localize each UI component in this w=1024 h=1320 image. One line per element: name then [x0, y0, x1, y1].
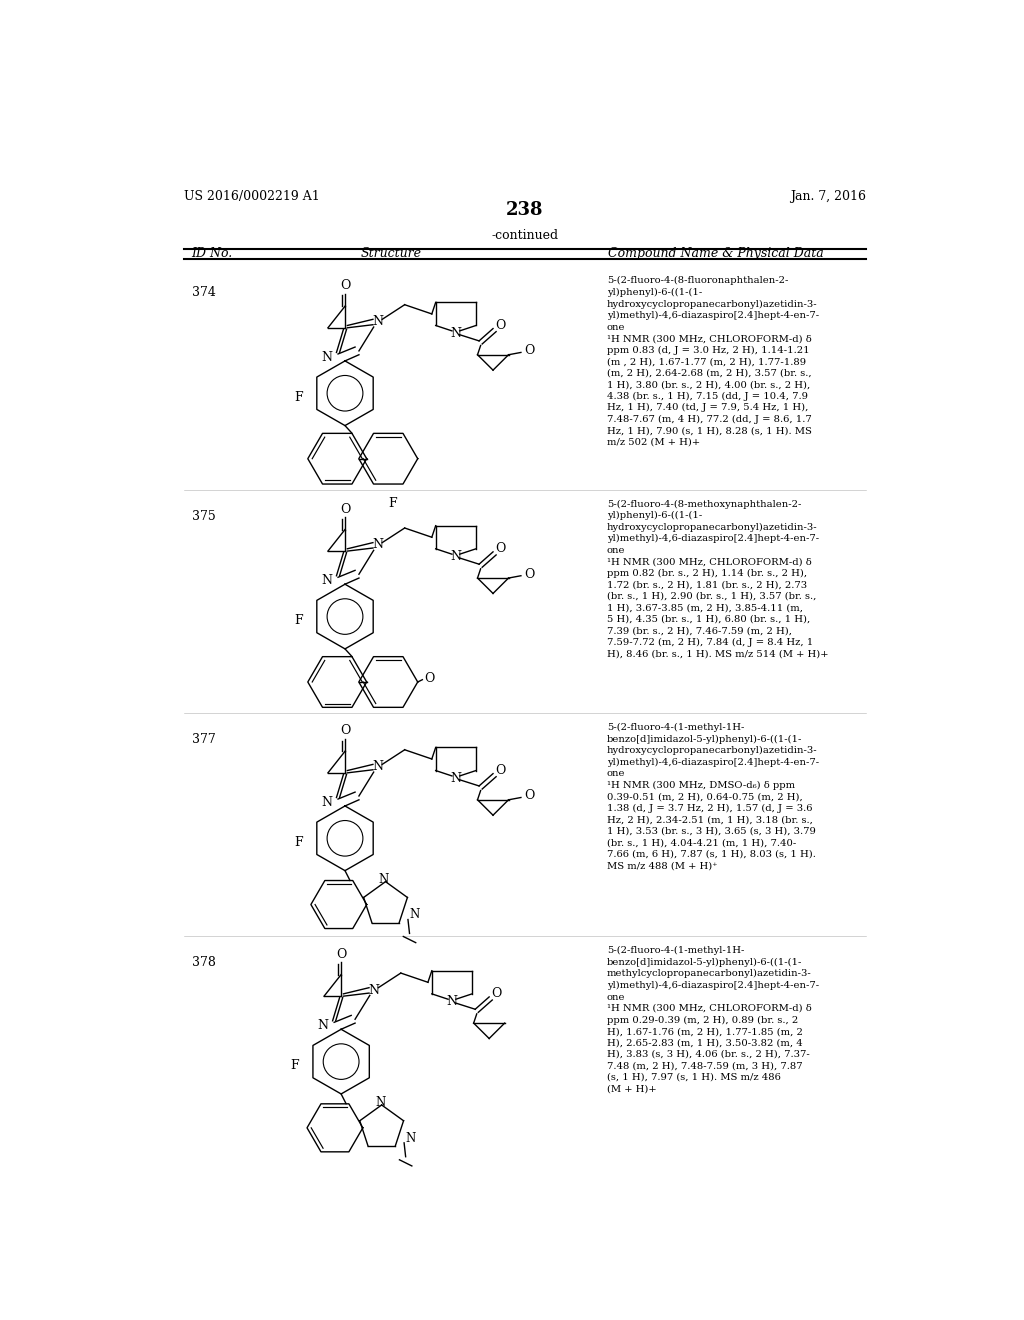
Text: O: O [336, 948, 346, 961]
Text: N: N [379, 873, 389, 886]
Text: O: O [340, 503, 350, 516]
Text: O: O [496, 543, 506, 556]
Text: O: O [340, 725, 350, 738]
Text: N: N [322, 796, 333, 809]
Text: N: N [372, 539, 383, 552]
Text: 378: 378 [191, 956, 215, 969]
Text: ID No.: ID No. [191, 247, 232, 260]
Text: N: N [372, 760, 383, 774]
Text: O: O [496, 319, 506, 333]
Text: Compound Name & Physical Data: Compound Name & Physical Data [608, 247, 824, 260]
Text: O: O [340, 280, 350, 293]
Text: 377: 377 [191, 733, 215, 746]
Text: F: F [295, 391, 303, 404]
Text: N: N [406, 1131, 416, 1144]
Text: O: O [496, 764, 506, 777]
Text: Structure: Structure [361, 247, 422, 260]
Text: F: F [295, 836, 303, 849]
Text: O: O [524, 345, 535, 358]
Text: US 2016/0002219 A1: US 2016/0002219 A1 [183, 190, 319, 203]
Text: O: O [492, 987, 502, 1001]
Text: O: O [424, 672, 434, 685]
Text: F: F [291, 1059, 299, 1072]
Text: N: N [451, 550, 462, 564]
Text: 375: 375 [191, 510, 215, 523]
Text: 5-(2-fluoro-4-(1-methyl-1H-
benzo[d]imidazol-5-yl)phenyl)-6-((1-(1-
hydroxycyclo: 5-(2-fluoro-4-(1-methyl-1H- benzo[d]imid… [607, 723, 819, 870]
Text: N: N [446, 995, 458, 1008]
Text: 5-(2-fluoro-4-(8-fluoronaphthalen-2-
yl)phenyl)-6-((1-(1-
hydroxycyclopropanecar: 5-(2-fluoro-4-(8-fluoronaphthalen-2- yl)… [607, 276, 819, 446]
Text: N: N [375, 1097, 385, 1109]
Text: -continued: -continued [492, 228, 558, 242]
Text: Jan. 7, 2016: Jan. 7, 2016 [790, 190, 866, 203]
Text: O: O [524, 789, 535, 803]
Text: N: N [451, 772, 462, 785]
Text: 238: 238 [506, 201, 544, 219]
Text: N: N [372, 315, 383, 329]
Text: O: O [524, 568, 535, 581]
Text: N: N [317, 1019, 329, 1032]
Text: N: N [369, 983, 379, 997]
Text: N: N [451, 326, 462, 339]
Text: F: F [295, 614, 303, 627]
Text: F: F [388, 498, 396, 511]
Text: N: N [322, 574, 333, 587]
Text: N: N [410, 908, 420, 921]
Text: 5-(2-fluoro-4-(1-methyl-1H-
benzo[d]imidazol-5-yl)phenyl)-6-((1-(1-
methylcyclop: 5-(2-fluoro-4-(1-methyl-1H- benzo[d]imid… [607, 946, 819, 1093]
Text: 5-(2-fluoro-4-(8-methoxynaphthalen-2-
yl)phenyl)-6-((1-(1-
hydroxycyclopropaneca: 5-(2-fluoro-4-(8-methoxynaphthalen-2- yl… [607, 499, 828, 659]
Text: N: N [322, 351, 333, 363]
Text: 374: 374 [191, 286, 215, 300]
